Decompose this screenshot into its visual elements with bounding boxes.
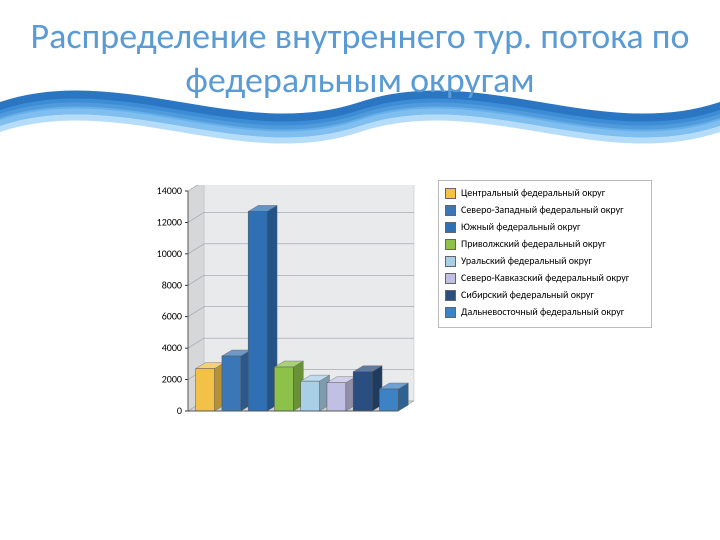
legend-swatch <box>445 307 456 318</box>
bar <box>353 372 372 411</box>
slide: Распределение внутреннего тур. потока по… <box>0 0 720 540</box>
y-tick-label: 2000 <box>162 373 182 386</box>
legend-swatch <box>445 273 456 284</box>
legend-label: Приволжский федеральный округ <box>461 238 645 249</box>
bar <box>222 356 241 411</box>
legend-item: Дальневосточный федеральный округ <box>445 306 645 318</box>
legend-label: Центральный федеральный округ <box>461 187 645 198</box>
legend-item: Центральный федеральный округ <box>445 187 645 199</box>
y-tick-label: 0 <box>177 404 182 417</box>
y-tick-label: 10000 <box>157 247 182 260</box>
legend-item: Северо-Западный федеральный округ <box>445 204 645 216</box>
legend-label: Северо-Западный федеральный округ <box>461 204 645 215</box>
legend-item: Приволжский федеральный округ <box>445 238 645 250</box>
bar-chart: 0 2000 4000 6000 8000 10000 12000 14000 <box>140 185 420 445</box>
legend-label: Сибирский федеральный округ <box>461 289 645 300</box>
chart-legend: Центральный федеральный округ Северо-Запа… <box>438 180 652 328</box>
bar <box>248 211 267 411</box>
legend-swatch <box>445 290 456 301</box>
bar <box>274 367 293 411</box>
legend-item: Уральский федеральный округ <box>445 255 645 267</box>
y-tick-label: 8000 <box>162 278 182 291</box>
legend-label: Северо-Кавказский федеральный округ <box>461 272 645 283</box>
y-tick-label: 4000 <box>162 341 182 354</box>
legend-swatch <box>445 239 456 250</box>
legend-item: Сибирский федеральный округ <box>445 289 645 301</box>
legend-label: Уральский федеральный округ <box>461 255 645 266</box>
bar <box>379 389 398 411</box>
legend-item: Южный федеральный округ <box>445 221 645 233</box>
legend-label: Дальневосточный федеральный округ <box>461 306 645 317</box>
bar <box>301 381 320 411</box>
legend-swatch <box>445 205 456 216</box>
page-title: Распределение внутреннего тур. потока по… <box>0 14 720 102</box>
y-tick-label: 12000 <box>157 215 182 228</box>
bar <box>327 383 346 411</box>
legend-swatch <box>445 256 456 267</box>
y-tick-label: 6000 <box>162 310 182 323</box>
y-tick-label: 14000 <box>157 185 182 197</box>
legend-swatch <box>445 188 456 199</box>
bar <box>196 369 215 411</box>
legend-item: Северо-Кавказский федеральный округ <box>445 272 645 284</box>
legend-swatch <box>445 222 456 233</box>
legend-label: Южный федеральный округ <box>461 221 645 232</box>
